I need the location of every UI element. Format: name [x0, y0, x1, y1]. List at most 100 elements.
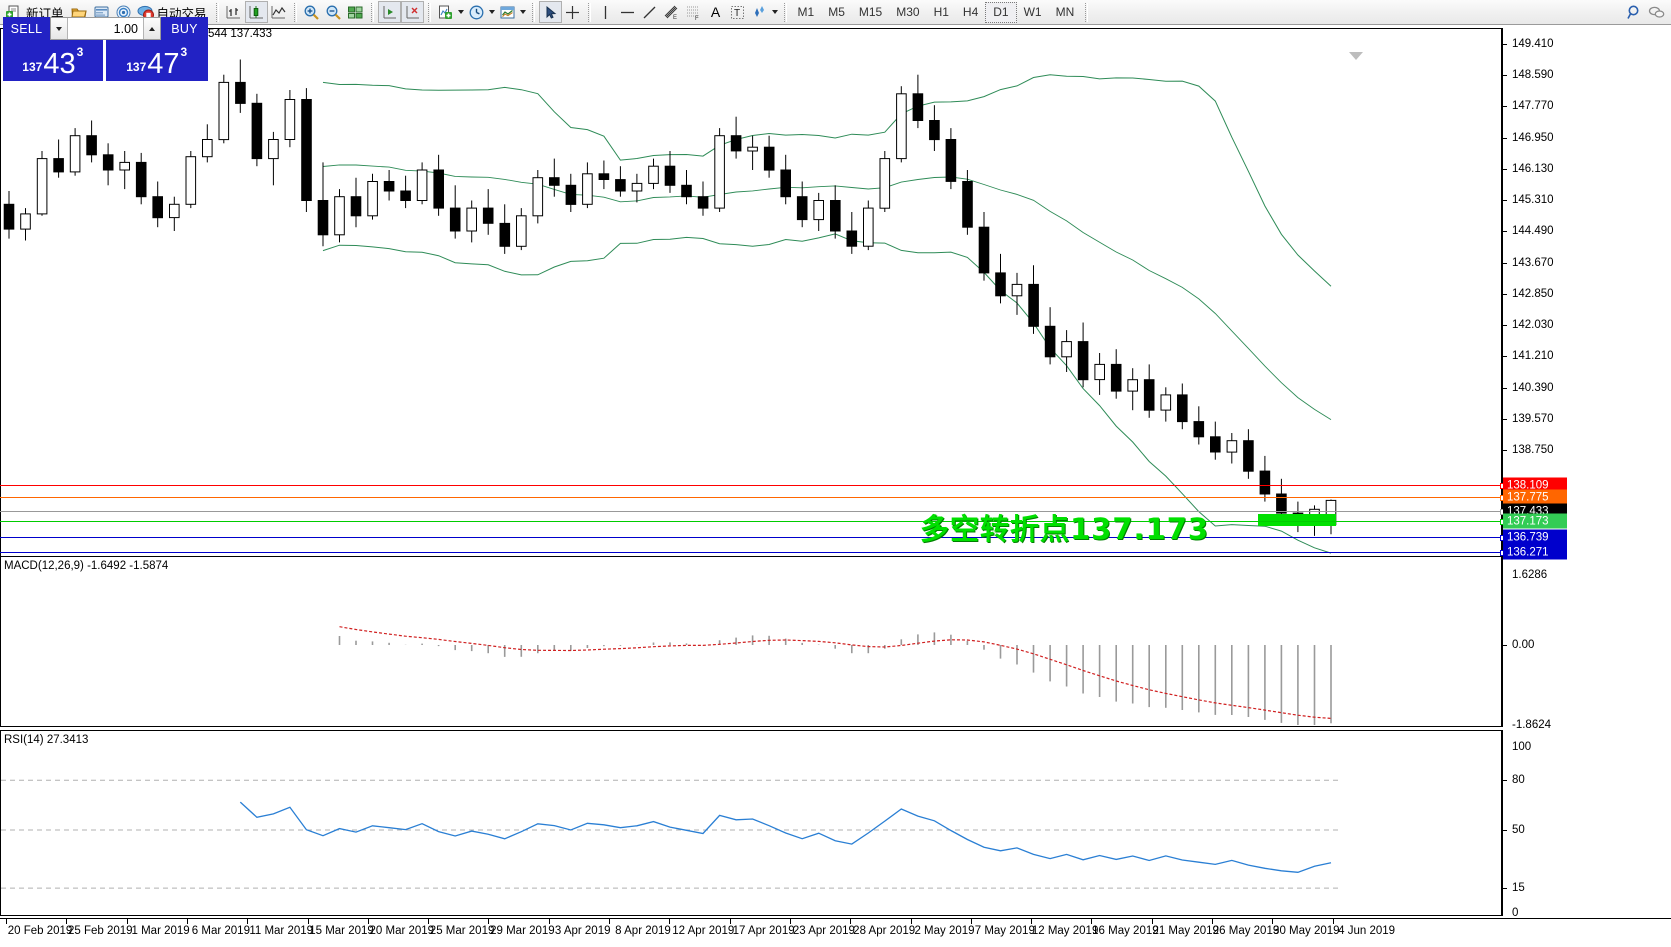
date-tick: [1151, 919, 1153, 924]
timeframe-mn[interactable]: MN: [1055, 5, 1075, 19]
toolbar-separator: [587, 2, 591, 22]
macd-chart-canvas[interactable]: [1, 575, 1501, 725]
date-label: 21 May 2019: [1152, 925, 1219, 937]
price-axis-tick: 141.210: [1503, 350, 1554, 362]
date-tick: [247, 919, 249, 924]
crosshair-button[interactable]: [562, 1, 584, 23]
buy-price-main: 47: [147, 48, 180, 80]
macd-pane[interactable]: [0, 556, 1502, 727]
lower-line-tag: 136.271: [1503, 544, 1567, 560]
date-tick: [1091, 919, 1093, 924]
toolbar-separator: [427, 2, 431, 22]
timeframe-h1[interactable]: H1: [933, 5, 949, 19]
resistance-line[interactable]: [0, 483, 1506, 489]
vertical-line-icon: [597, 4, 614, 21]
cursor-button[interactable]: [538, 1, 562, 23]
timeframe-m5[interactable]: M5: [828, 5, 845, 19]
lower-line[interactable]: [0, 550, 1506, 556]
timeframe-m30[interactable]: M30: [896, 5, 920, 19]
volume-decrease-button[interactable]: [51, 18, 68, 39]
chart-shift-marker[interactable]: [1349, 52, 1363, 60]
auto-scroll-button[interactable]: [400, 1, 424, 23]
volume-input[interactable]: 1.00: [50, 17, 161, 40]
templates-button[interactable]: [497, 1, 528, 23]
volume-value[interactable]: 1.00: [68, 18, 143, 39]
timeframe-d1[interactable]: D1: [985, 1, 1017, 23]
bar-chart-button[interactable]: [223, 1, 245, 23]
rsi-axis-tick: 80: [1503, 774, 1525, 786]
fibonacci-button[interactable]: F: [683, 1, 705, 23]
pivot-highlight: [1258, 514, 1336, 526]
upper-line[interactable]: [0, 495, 1506, 501]
chevron-down-icon[interactable]: [519, 10, 526, 14]
support-line[interactable]: [0, 535, 1506, 541]
tile-windows-icon: [347, 4, 364, 21]
shapes-button[interactable]: [749, 1, 780, 23]
equidistant-channel-button[interactable]: E: [661, 1, 683, 23]
price-axis-tick: 139.570: [1503, 413, 1554, 425]
zoom-in-button[interactable]: [301, 1, 323, 23]
volume-increase-button[interactable]: [143, 18, 160, 39]
chart-shift-button[interactable]: [377, 1, 401, 23]
one-click-trading-panel[interactable]: SELL 1.00 BUY 137 43 3 137 47: [3, 17, 208, 81]
fibonacci-icon: F: [685, 4, 702, 21]
horizontal-line-button[interactable]: [617, 1, 639, 23]
timeframe-m15[interactable]: M15: [858, 5, 883, 19]
candlestick-chart-icon: [248, 4, 265, 21]
chart-area[interactable]: GBPJPY-,Daily 136.795 137.455 136.544 13…: [0, 25, 1671, 947]
tile-windows-button[interactable]: [345, 1, 367, 23]
date-tick: [789, 919, 791, 924]
date-tick: [669, 919, 671, 924]
folder-button[interactable]: [69, 1, 91, 23]
upper-line-tag: 137.775: [1503, 489, 1567, 505]
chat-button[interactable]: [1645, 1, 1667, 23]
date-tick: [548, 919, 550, 924]
main-toolbar: 新订单: [0, 0, 1671, 25]
periods-button[interactable]: [466, 1, 497, 23]
date-axis[interactable]: 20 Feb 2019 25 Feb 2019 1 Mar 2019 6 Mar 20…: [0, 918, 1671, 945]
date-label: 25 Mar 2019: [429, 925, 495, 937]
price-axis-tick: 146.130: [1503, 163, 1554, 175]
toolbar-separator: [370, 2, 374, 22]
timeframe-h4[interactable]: H4: [962, 5, 979, 19]
vertical-line-button[interactable]: [595, 1, 617, 23]
candlestick-chart-button[interactable]: [244, 1, 268, 23]
macd-axis[interactable]: 1.6286 0.00 -1.8624: [1502, 556, 1671, 731]
svg-text:F: F: [695, 16, 699, 21]
pivot-line[interactable]: [0, 519, 1506, 525]
buy-price[interactable]: 137 47 3: [105, 40, 208, 81]
rsi-chart-canvas[interactable]: [1, 747, 1501, 913]
search-button[interactable]: [1623, 1, 1645, 23]
sell-price[interactable]: 137 43 3: [3, 40, 103, 81]
pivot-annotation: 多空转折点137.173: [920, 512, 1210, 546]
terminal-button[interactable]: [91, 1, 113, 23]
price-chart-canvas[interactable]: [1, 29, 1502, 555]
sell-button[interactable]: SELL: [3, 17, 50, 40]
price-axis[interactable]: 149.410 148.590 147.770 146.950 146.130 145.3…: [1502, 28, 1671, 556]
date-tick: [186, 919, 188, 924]
rsi-axis-tick: 50: [1503, 824, 1525, 836]
timeframe-m1[interactable]: M1: [797, 5, 815, 19]
terminal-icon: [93, 4, 110, 21]
trendline-button[interactable]: [639, 1, 661, 23]
line-chart-button[interactable]: [268, 1, 290, 23]
buy-button[interactable]: BUY: [161, 17, 208, 40]
date-tick: [1272, 919, 1274, 924]
date-tick: [1332, 919, 1334, 924]
indicators-button[interactable]: [435, 1, 466, 23]
chart-shift-icon: [381, 4, 398, 21]
zoom-out-button[interactable]: [323, 1, 345, 23]
timeframe-w1[interactable]: W1: [1023, 5, 1042, 19]
chevron-down-icon[interactable]: [771, 10, 778, 14]
date-tick: [970, 919, 972, 924]
rsi-pane[interactable]: [0, 730, 1502, 916]
equidistant-channel-icon: E: [663, 4, 680, 21]
chevron-down-icon[interactable]: [488, 10, 495, 14]
chevron-down-icon[interactable]: [457, 10, 464, 14]
rsi-axis[interactable]: 100 80 50 15 0: [1502, 730, 1671, 919]
current-price[interactable]: [0, 509, 1506, 515]
text-button[interactable]: A: [705, 1, 727, 23]
date-label: 28 Apr 2019: [853, 925, 916, 937]
text-label-button[interactable]: T: [727, 1, 749, 23]
date-label: 30 May 2019: [1273, 925, 1340, 937]
